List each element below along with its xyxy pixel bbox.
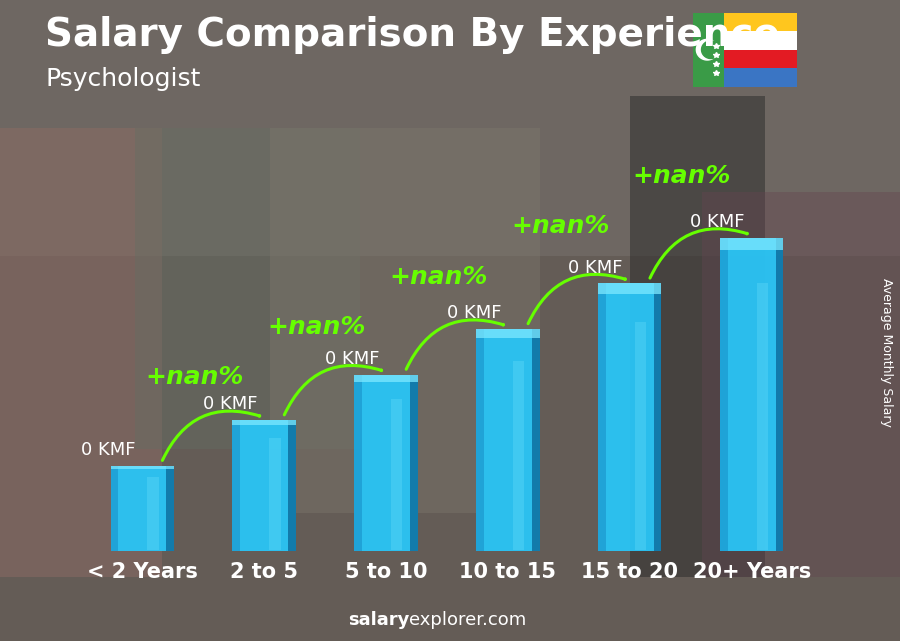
Text: +nan%: +nan% bbox=[389, 265, 488, 288]
FancyBboxPatch shape bbox=[757, 283, 769, 549]
FancyBboxPatch shape bbox=[634, 322, 646, 549]
FancyBboxPatch shape bbox=[720, 238, 783, 251]
FancyArrowPatch shape bbox=[284, 365, 382, 415]
FancyArrowPatch shape bbox=[650, 229, 747, 278]
FancyBboxPatch shape bbox=[111, 466, 118, 551]
Text: 0 KMF: 0 KMF bbox=[446, 304, 501, 322]
FancyBboxPatch shape bbox=[720, 238, 727, 551]
FancyBboxPatch shape bbox=[232, 420, 240, 551]
Polygon shape bbox=[693, 13, 724, 87]
FancyBboxPatch shape bbox=[392, 399, 402, 549]
Text: +nan%: +nan% bbox=[511, 215, 609, 238]
FancyBboxPatch shape bbox=[269, 438, 281, 549]
Text: salary: salary bbox=[348, 612, 410, 629]
FancyBboxPatch shape bbox=[111, 466, 174, 469]
FancyBboxPatch shape bbox=[355, 374, 418, 551]
Text: explorer.com: explorer.com bbox=[410, 612, 526, 629]
Text: +nan%: +nan% bbox=[145, 365, 244, 389]
FancyBboxPatch shape bbox=[476, 329, 540, 338]
Text: +nan%: +nan% bbox=[267, 315, 365, 338]
Text: 0 KMF: 0 KMF bbox=[690, 213, 745, 231]
Text: 0 KMF: 0 KMF bbox=[81, 441, 135, 459]
FancyBboxPatch shape bbox=[720, 238, 783, 551]
Text: 0 KMF: 0 KMF bbox=[325, 350, 379, 368]
Bar bbox=[702, 192, 900, 577]
FancyBboxPatch shape bbox=[355, 374, 362, 551]
FancyBboxPatch shape bbox=[410, 374, 418, 551]
FancyBboxPatch shape bbox=[355, 374, 418, 381]
Text: Average Monthly Salary: Average Monthly Salary bbox=[880, 278, 893, 427]
FancyBboxPatch shape bbox=[166, 466, 174, 551]
Bar bbox=[719, 50, 796, 68]
Bar bbox=[0, 128, 162, 577]
FancyBboxPatch shape bbox=[513, 361, 525, 549]
Bar bbox=[0, 0, 900, 256]
FancyBboxPatch shape bbox=[232, 420, 296, 426]
Bar bbox=[630, 96, 765, 577]
Bar bbox=[135, 128, 360, 449]
Polygon shape bbox=[701, 41, 720, 58]
FancyBboxPatch shape bbox=[232, 420, 296, 551]
FancyArrowPatch shape bbox=[162, 411, 260, 460]
FancyBboxPatch shape bbox=[111, 466, 174, 551]
FancyBboxPatch shape bbox=[148, 477, 158, 549]
FancyBboxPatch shape bbox=[476, 329, 484, 551]
Bar bbox=[719, 13, 796, 31]
FancyArrowPatch shape bbox=[406, 320, 503, 369]
Polygon shape bbox=[697, 39, 718, 60]
Text: 0 KMF: 0 KMF bbox=[569, 258, 623, 277]
Text: Salary Comparison By Experience: Salary Comparison By Experience bbox=[45, 16, 779, 54]
FancyBboxPatch shape bbox=[598, 283, 606, 551]
Text: 0 KMF: 0 KMF bbox=[202, 395, 257, 413]
FancyBboxPatch shape bbox=[532, 329, 540, 551]
Text: Psychologist: Psychologist bbox=[45, 67, 201, 91]
Bar bbox=[719, 31, 796, 50]
FancyBboxPatch shape bbox=[598, 283, 662, 294]
FancyBboxPatch shape bbox=[598, 283, 662, 551]
FancyBboxPatch shape bbox=[476, 329, 540, 551]
Text: +nan%: +nan% bbox=[633, 164, 731, 188]
Bar bbox=[270, 128, 540, 513]
FancyBboxPatch shape bbox=[776, 238, 783, 551]
FancyBboxPatch shape bbox=[654, 283, 662, 551]
FancyArrowPatch shape bbox=[528, 274, 626, 324]
Bar bbox=[719, 68, 796, 87]
FancyBboxPatch shape bbox=[288, 420, 296, 551]
